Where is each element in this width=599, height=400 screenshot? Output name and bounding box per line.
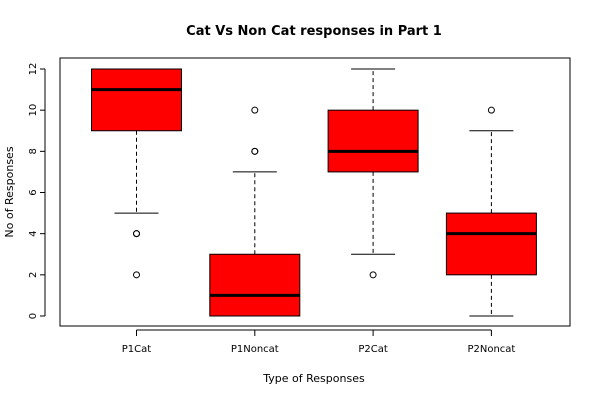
iqr-box [445, 212, 537, 276]
outlier-point [251, 147, 259, 155]
chart-title: Cat Vs Non Cat responses in Part 1 [186, 24, 442, 39]
y-tick-label: 6 [28, 189, 39, 195]
x-tick-label: P2Cat [358, 344, 388, 355]
box-p1noncat [209, 106, 301, 317]
iqr-box [327, 109, 419, 173]
y-axis-label: No of Responses [3, 146, 16, 237]
x-axis: P1Cat P1Noncat P2Cat P2Noncat [122, 329, 515, 355]
iqr-box [209, 253, 301, 317]
x-axis-label: Type of Responses [262, 372, 365, 385]
y-tick-label: 8 [28, 148, 39, 154]
box-p2cat [327, 68, 419, 279]
outlier-point [369, 271, 377, 279]
boxes [91, 68, 537, 317]
x-tick-label: P2Noncat [467, 344, 515, 355]
y-tick-label: 0 [28, 313, 39, 319]
box-p2noncat [445, 106, 537, 317]
outlier-point [133, 271, 140, 279]
y-tick-label: 10 [28, 104, 39, 117]
y-axis: 0 2 4 6 8 10 12 [28, 63, 46, 319]
outlier-point [487, 106, 495, 114]
y-tick-label: 12 [28, 63, 39, 76]
x-tick-label: P1Cat [122, 344, 152, 355]
y-tick-label: 4 [28, 230, 39, 236]
y-tick-label: 2 [28, 272, 39, 278]
outlier-point [251, 106, 259, 114]
box-p1cat [91, 68, 182, 279]
x-tick-label: P1Noncat [231, 344, 279, 355]
iqr-box [91, 68, 182, 132]
outlier-point [133, 230, 140, 238]
plot-frame [59, 57, 571, 327]
